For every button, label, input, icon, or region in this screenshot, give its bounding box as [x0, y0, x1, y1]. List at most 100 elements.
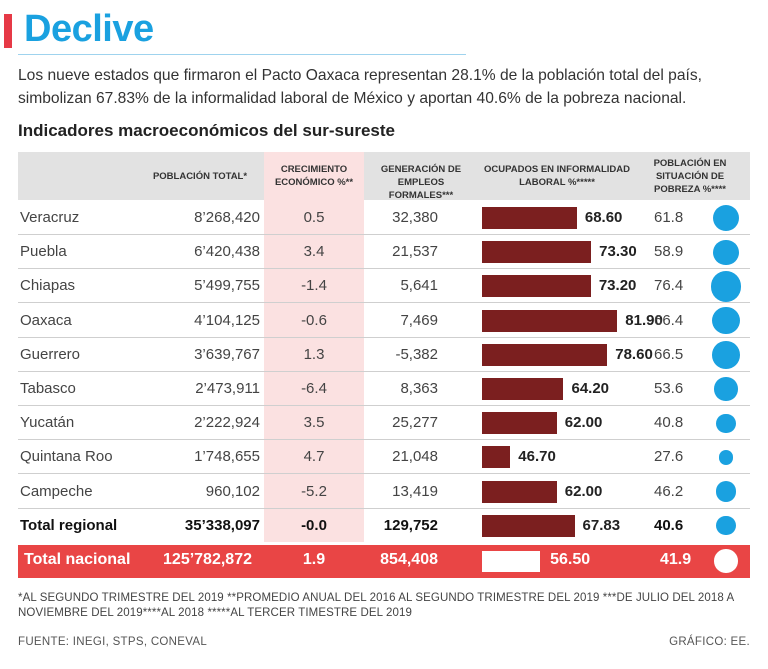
crecimiento-value: 4.7 — [303, 448, 325, 466]
informalidad-bar — [482, 275, 591, 298]
poblacion-value: 6’420,438 — [194, 243, 260, 261]
crecimiento-value: -6.4 — [301, 380, 327, 397]
pobreza-value: 76.4 — [654, 277, 684, 295]
informalidad-value: 68.60 — [584, 209, 623, 226]
poblacion-value: 35’338,097 — [184, 516, 260, 534]
empleos-value: 32,380 — [392, 209, 438, 226]
graphic-credit: GRÁFICO: EE. — [669, 636, 750, 648]
pobreza-circle — [716, 413, 736, 433]
empleos-value: 25,277 — [392, 414, 438, 432]
informalidad-value: 62.00 — [564, 482, 603, 500]
table-row: Campeche 960,102 -5.2 13,419 62.00 46.2 — [18, 475, 750, 509]
nacional-pobreza: 41.9 — [660, 551, 692, 568]
table-header — [18, 152, 750, 200]
empleos-value: 129,752 — [383, 516, 438, 534]
informalidad-value: 73.20 — [598, 277, 637, 295]
header-pobreza: POBLACIÓN EN SITUACIÓN DE POBREZA %**** — [653, 158, 727, 195]
state-name: Veracruz — [20, 209, 80, 226]
row-divider — [18, 302, 750, 304]
crecimiento-value: -1.4 — [301, 277, 327, 295]
crecimiento-value: 0.5 — [303, 209, 325, 226]
pobreza-circle — [712, 204, 740, 232]
table-row: Yucatán 2’222,924 3.5 25,277 62.00 40.8 — [18, 406, 750, 441]
state-name: Chiapas — [20, 277, 76, 295]
pobreza-value: 58.9 — [654, 243, 684, 261]
state-name: Oaxaca — [20, 311, 72, 329]
informalidad-bar — [482, 309, 618, 332]
table-title: Indicadores macroeconómicos del sur-sure… — [18, 121, 395, 140]
crecimiento-value: -0.0 — [301, 516, 327, 534]
informalidad-bar — [482, 514, 575, 537]
accent-bar — [4, 14, 12, 48]
nacional-pobreza-circle — [714, 549, 738, 573]
pobreza-circle — [710, 270, 742, 302]
crecimiento-value: 3.4 — [303, 243, 325, 261]
poblacion-value: 5’499,755 — [194, 277, 260, 295]
pobreza-circle — [712, 340, 740, 369]
informalidad-value: 73.30 — [599, 243, 637, 261]
header-empleos: GENERACIÓN DE EMPLEOS FORMALES*** — [380, 164, 462, 201]
row-divider — [18, 234, 750, 235]
empleos-value: 21,537 — [392, 243, 438, 261]
row-divider — [18, 336, 750, 338]
poblacion-value: 3’639,767 — [194, 345, 260, 363]
title-divider — [18, 54, 466, 55]
growth-column-highlight — [264, 152, 364, 542]
state-name: Total regional — [20, 516, 118, 534]
pobreza-value: 27.6 — [654, 448, 684, 466]
page-title: Declive — [24, 8, 154, 50]
nacional-informalidad-value: 56.50 — [550, 551, 591, 568]
informalidad-bar — [482, 378, 564, 400]
header-informalidad: OCUPADOS EN INFORMALIDAD LABORAL %***** — [483, 164, 631, 188]
empleos-value: 21,048 — [392, 448, 438, 466]
pobreza-circle — [716, 516, 736, 536]
informalidad-value: 62.00 — [564, 414, 603, 432]
row-divider — [18, 370, 750, 372]
informalidad-value: 46.70 — [518, 448, 556, 466]
state-name: Campeche — [20, 482, 93, 500]
table-row: Tabasco 2’473,911 -6.4 8,363 64.20 53.6 — [18, 372, 750, 406]
table-row: Veracruz 8’268,420 0.5 32,380 68.60 61.8 — [18, 201, 750, 235]
empleos-value: 8,363 — [400, 380, 438, 397]
table-row: Total regional 35’338,097 -0.0 129,752 67.83… — [18, 509, 750, 543]
header-poblacion: POBLACIÓN TOTAL* — [152, 171, 248, 182]
informalidad-bar — [482, 412, 557, 435]
state-name: Tabasco — [20, 380, 76, 397]
poblacion-value: 8’268,420 — [194, 209, 260, 226]
informalidad-bar — [482, 207, 577, 229]
crecimiento-value: -5.2 — [301, 482, 327, 500]
informalidad-value: 78.60 — [615, 345, 653, 363]
poblacion-value: 1’748,655 — [194, 448, 260, 466]
pobreza-circle — [713, 239, 739, 265]
row-divider — [18, 439, 750, 441]
pobreza-value: 66.4 — [654, 311, 684, 329]
nacional-informalidad-bar — [482, 551, 541, 572]
nacional-row — [18, 545, 750, 578]
pobreza-circle — [718, 449, 734, 465]
crecimiento-value: 1.3 — [303, 345, 325, 363]
informalidad-bar — [482, 480, 557, 503]
page-subtitle: Los nueve estados que firmaron el Pacto … — [18, 67, 702, 107]
informalidad-value: 81.90 — [625, 311, 663, 329]
header-crecimiento: CRECIMIENTO ECONÓMICO %** — [274, 164, 354, 188]
pobreza-value: 53.6 — [654, 380, 684, 397]
poblacion-value: 4’104,125 — [194, 311, 260, 329]
informalidad-bar — [482, 446, 511, 469]
empleos-value: 13,419 — [392, 482, 438, 500]
state-name: Puebla — [20, 243, 67, 261]
table-row: Quintana Roo 1’748,655 4.7 21,048 46.70 27.6 — [18, 440, 750, 475]
pobreza-value: 61.8 — [654, 209, 684, 226]
pobreza-circle — [715, 481, 737, 503]
pobreza-value: 40.8 — [654, 414, 684, 432]
table-row: Guerrero 3’639,767 1.3 -5,382 78.60 66.5 — [18, 338, 750, 372]
row-divider — [18, 405, 750, 406]
table-row: Chiapas 5’499,755 -1.4 5,641 73.20 76.4 — [18, 269, 750, 304]
poblacion-value: 960,102 — [205, 482, 260, 500]
table-row: Oaxaca 4’104,125 -0.6 7,469 81.90 66.4 — [18, 304, 750, 338]
nacional-poblacion: 125’782,872 — [163, 551, 252, 568]
pobreza-circle — [714, 377, 738, 401]
state-name: Guerrero — [20, 345, 81, 363]
state-name: Yucatán — [20, 414, 75, 432]
poblacion-value: 2’222,924 — [194, 414, 260, 432]
informalidad-value: 67.83 — [582, 516, 621, 534]
